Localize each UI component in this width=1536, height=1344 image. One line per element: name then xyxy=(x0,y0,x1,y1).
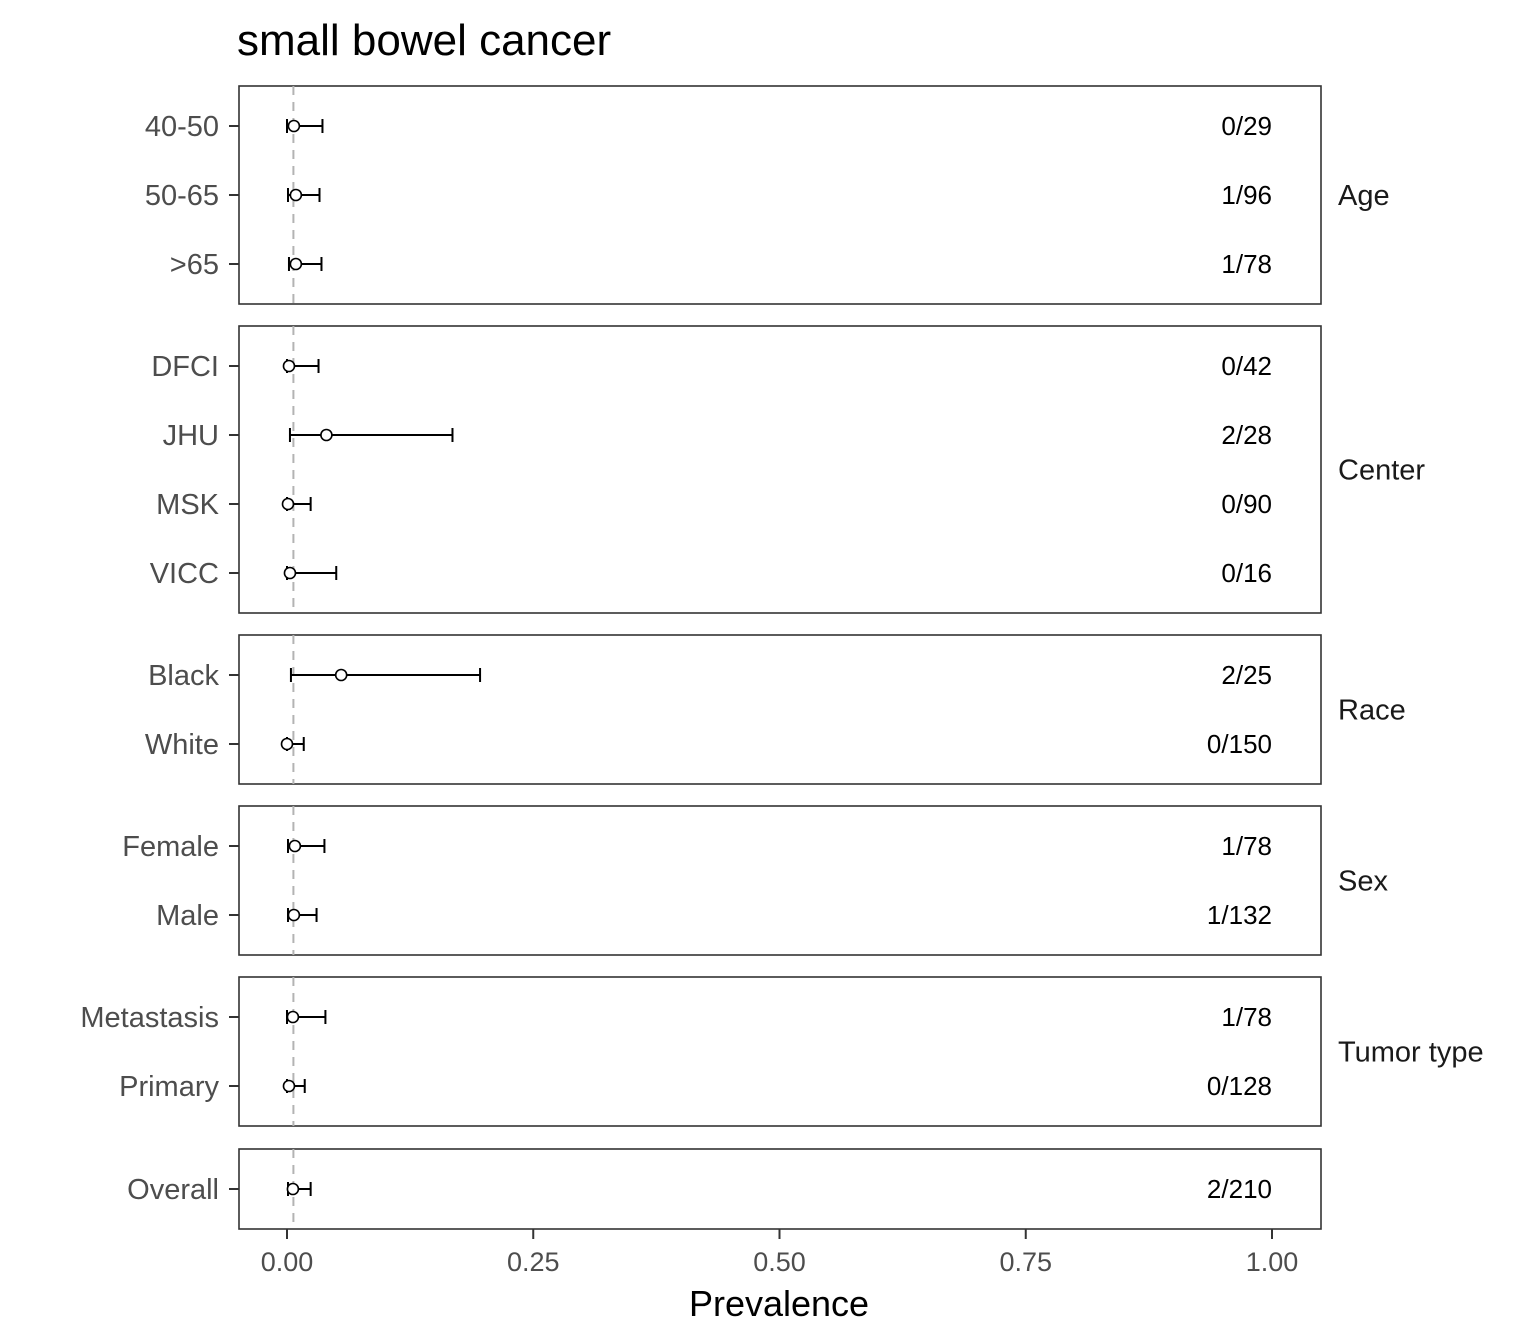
y-tick-label: Male xyxy=(156,900,219,932)
facet-panel: 40-50 0/29 50-65 1/96 >65 1/78 Age xyxy=(145,85,1390,305)
count-label: 1/78 xyxy=(1221,249,1272,279)
point-estimate xyxy=(281,497,295,511)
point-estimate xyxy=(287,908,301,922)
point-estimate xyxy=(288,839,302,853)
point-estimate xyxy=(286,1182,300,1196)
point-estimate xyxy=(280,737,294,751)
facet-panel: Black 2/25 White 0/150 Race xyxy=(145,634,1406,785)
count-label: 2/210 xyxy=(1207,1174,1272,1204)
x-tick-label: 0.75 xyxy=(999,1247,1052,1277)
facet-panel: Overall 2/210 xyxy=(127,1148,1322,1230)
point-estimate xyxy=(334,668,348,682)
y-tick-label: Metastasis xyxy=(80,1002,219,1034)
point-estimate xyxy=(282,359,296,373)
facet-label: Tumor type xyxy=(1338,1037,1484,1069)
y-tick-label: Overall xyxy=(127,1174,219,1206)
count-label: 0/16 xyxy=(1221,558,1272,588)
count-label: 2/25 xyxy=(1221,660,1272,690)
point-estimate xyxy=(289,257,303,271)
count-label: 0/150 xyxy=(1207,729,1272,759)
y-tick-label: 50-65 xyxy=(145,180,219,212)
panel-border xyxy=(238,325,1322,614)
count-label: 1/132 xyxy=(1207,900,1272,930)
point-estimate xyxy=(287,119,301,133)
panel-border xyxy=(238,976,1322,1127)
count-label: 1/78 xyxy=(1221,831,1272,861)
facet-panel: Female 1/78 Male 1/132 Sex xyxy=(122,805,1388,956)
y-tick-label: >65 xyxy=(170,249,219,281)
facet-panels: 40-50 0/29 50-65 1/96 >65 1/78 Age DFCI 0/42 JHU 2… xyxy=(80,85,1484,1230)
facet-label: Age xyxy=(1338,180,1390,212)
y-tick-label: DFCI xyxy=(151,351,219,383)
y-tick-label: White xyxy=(145,729,219,761)
y-tick-label: VICC xyxy=(150,558,219,590)
count-label: 0/29 xyxy=(1221,111,1272,141)
point-estimate xyxy=(283,566,297,580)
facet-panel: DFCI 0/42 JHU 2/28 MSK 0/90 VICC 0/16 Center xyxy=(150,325,1425,614)
facet-panel: Metastasis 1/78 Primary 0/128 Tumor type xyxy=(80,976,1484,1127)
y-tick-label: Black xyxy=(148,660,219,692)
x-tick-label: 0.25 xyxy=(507,1247,560,1277)
x-tick-label: 0.00 xyxy=(261,1247,314,1277)
panel-border xyxy=(238,1148,1322,1230)
y-tick-label: JHU xyxy=(163,420,219,452)
point-estimate xyxy=(289,188,303,202)
point-estimate xyxy=(286,1010,300,1024)
x-axis: 0.00 0.25 0.50 0.75 1.00 xyxy=(261,1229,1299,1277)
x-tick-label: 0.50 xyxy=(753,1247,806,1277)
facet-label: Center xyxy=(1338,455,1425,487)
count-label: 0/42 xyxy=(1221,351,1272,381)
x-axis-title: Prevalence xyxy=(689,1283,869,1324)
panel-border xyxy=(238,634,1322,785)
panel-border xyxy=(238,805,1322,956)
count-label: 1/78 xyxy=(1221,1002,1272,1032)
chart-title: small bowel cancer xyxy=(237,16,611,65)
point-estimate xyxy=(282,1079,296,1093)
count-label: 1/96 xyxy=(1221,180,1272,210)
count-label: 2/28 xyxy=(1221,420,1272,450)
facet-label: Race xyxy=(1338,695,1406,727)
count-label: 0/90 xyxy=(1221,489,1272,519)
y-tick-label: Female xyxy=(122,831,219,863)
count-label: 0/128 xyxy=(1207,1071,1272,1101)
point-estimate xyxy=(320,428,333,442)
y-tick-label: 40-50 xyxy=(145,111,219,143)
y-tick-label: Primary xyxy=(119,1071,219,1103)
facet-label: Sex xyxy=(1338,866,1388,898)
y-tick-label: MSK xyxy=(156,489,220,521)
x-tick-label: 1.00 xyxy=(1246,1247,1299,1277)
panel-border xyxy=(238,85,1322,305)
